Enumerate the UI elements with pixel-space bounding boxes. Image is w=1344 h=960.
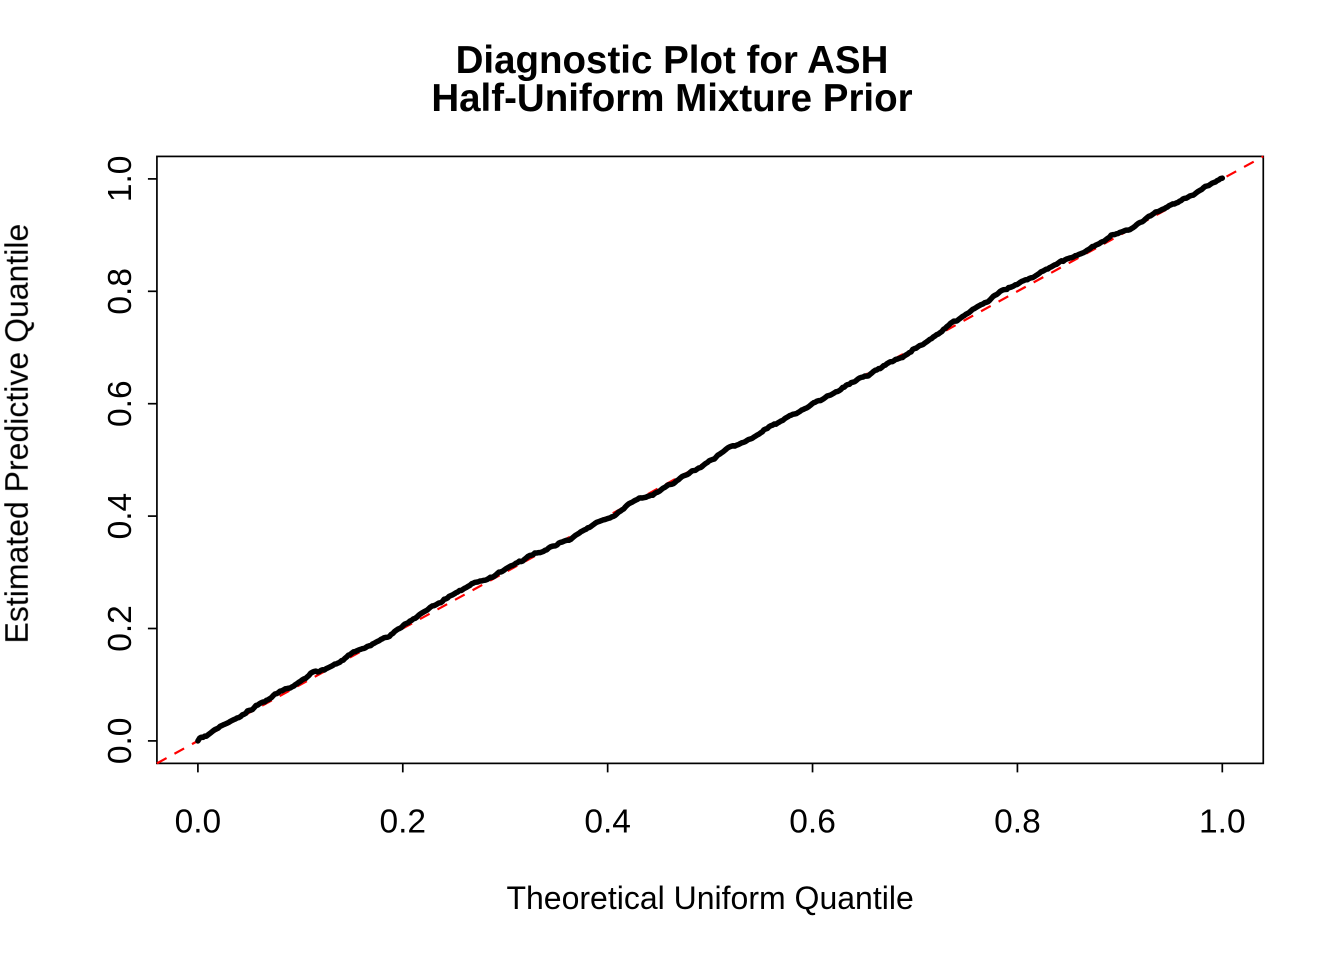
svg-text:0.8: 0.8 bbox=[102, 268, 139, 315]
svg-text:0.2: 0.2 bbox=[102, 605, 139, 652]
svg-text:0.4: 0.4 bbox=[584, 804, 631, 841]
svg-text:0.6: 0.6 bbox=[102, 380, 139, 427]
svg-text:0.6: 0.6 bbox=[789, 804, 836, 841]
svg-text:1.0: 1.0 bbox=[102, 156, 139, 203]
svg-text:0.2: 0.2 bbox=[379, 804, 426, 841]
svg-text:Theoretical Uniform Quantile: Theoretical Uniform Quantile bbox=[506, 880, 913, 916]
svg-text:1.0: 1.0 bbox=[1199, 804, 1246, 841]
svg-text:0.0: 0.0 bbox=[102, 718, 139, 765]
svg-text:Half-Uniform Mixture Prior: Half-Uniform Mixture Prior bbox=[431, 77, 912, 120]
svg-text:0.4: 0.4 bbox=[102, 493, 139, 540]
svg-text:Diagnostic Plot for ASH: Diagnostic Plot for ASH bbox=[456, 39, 889, 82]
svg-text:0.0: 0.0 bbox=[175, 804, 222, 841]
svg-text:Estimated Predictive Quantile: Estimated Predictive Quantile bbox=[0, 224, 35, 644]
svg-text:0.8: 0.8 bbox=[994, 804, 1041, 841]
